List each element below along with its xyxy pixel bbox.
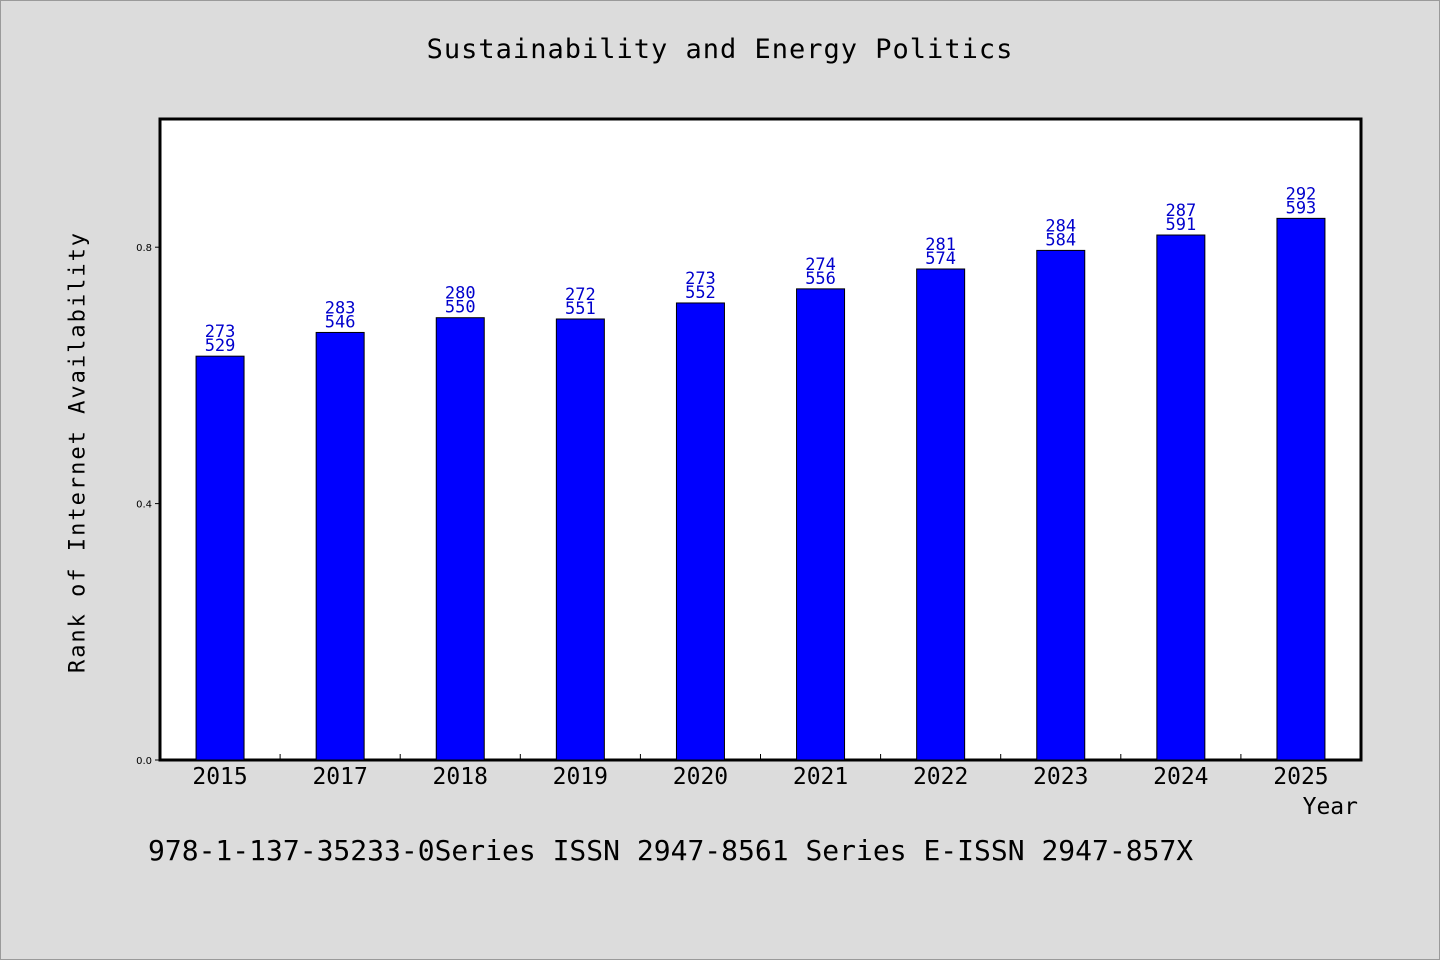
x-tick-label-2022: 2022 (913, 764, 968, 790)
bar-2023 (1036, 249, 1086, 761)
y-tick-label-0.4: 0.4 (136, 500, 152, 511)
x-tick-label-2021: 2021 (793, 764, 848, 790)
bar-2022 (916, 268, 966, 761)
data-label-bottom-2022: 574 (925, 249, 956, 269)
bar-2020 (675, 302, 725, 761)
chart-title: Sustainability and Energy Politics (426, 34, 1014, 65)
data-label-bottom-2023: 584 (1045, 230, 1076, 250)
data-label-top-2021: 274 (805, 255, 836, 275)
bar-2015 (195, 355, 245, 761)
data-label-bottom-2020: 552 (685, 283, 716, 303)
data-label-top-2020: 273 (685, 269, 716, 289)
data-label-bottom-2021: 556 (805, 269, 836, 289)
data-label-bottom-2024: 591 (1165, 215, 1196, 235)
x-tick-label-2025: 2025 (1273, 764, 1328, 790)
bar-2018 (435, 317, 485, 761)
data-label-top-2018: 280 (445, 284, 476, 304)
y-tick-label-0.8: 0.8 (136, 243, 152, 254)
bar-2021 (796, 288, 846, 761)
bar-2024 (1156, 234, 1206, 761)
data-label-top-2023: 284 (1045, 216, 1076, 236)
x-tick-label-2020: 2020 (673, 764, 728, 790)
x-tick-label-2018: 2018 (433, 764, 488, 790)
bar-2017 (315, 331, 365, 761)
data-label-bottom-2025: 593 (1286, 198, 1317, 218)
data-label-bottom-2015: 529 (205, 336, 236, 356)
bar-2025 (1276, 217, 1326, 761)
y-axis-ticks: 0.0 0.4 0.8 (136, 243, 160, 767)
footer-text: 978-1-137-35233-0Series ISSN 2947-8561 S… (148, 834, 1194, 867)
data-label-top-2017: 283 (325, 298, 356, 318)
x-tick-label-2024: 2024 (1153, 764, 1208, 790)
x-tick-label-2015: 2015 (192, 764, 247, 790)
data-label-bottom-2019: 551 (565, 299, 596, 319)
data-label-top-2025: 292 (1286, 184, 1317, 204)
x-tick-label-2019: 2019 (553, 764, 608, 790)
x-axis-ticks: 2015 2017 2018 2019 2020 2021 2022 2023 2024 2025 (192, 754, 1329, 790)
data-label-top-2015: 273 (205, 322, 236, 342)
y-tick-label-0.0: 0.0 (136, 756, 152, 767)
data-label-bottom-2017: 546 (325, 312, 356, 332)
bar-2019 (555, 318, 605, 761)
data-label-top-2024: 287 (1165, 201, 1196, 221)
data-label-bottom-2018: 550 (445, 298, 476, 318)
x-axis-label: Year (1302, 794, 1358, 820)
x-tick-label-2017: 2017 (312, 764, 367, 790)
data-label-top-2022: 281 (925, 235, 956, 255)
x-tick-label-2023: 2023 (1033, 764, 1088, 790)
bars-group: 2735292835462805502725512735522745562815… (195, 184, 1326, 761)
data-label-top-2019: 272 (565, 285, 596, 305)
